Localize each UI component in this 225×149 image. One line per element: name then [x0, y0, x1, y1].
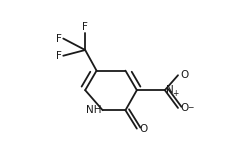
Text: F: F	[56, 34, 62, 44]
Text: −: −	[186, 103, 192, 112]
Text: F: F	[56, 51, 62, 61]
Text: +: +	[171, 89, 178, 98]
Text: F: F	[82, 22, 88, 32]
Text: O: O	[138, 124, 146, 134]
Text: NH: NH	[86, 105, 101, 115]
Text: N: N	[166, 85, 173, 95]
Text: O: O	[179, 70, 187, 80]
Text: O: O	[179, 103, 187, 113]
